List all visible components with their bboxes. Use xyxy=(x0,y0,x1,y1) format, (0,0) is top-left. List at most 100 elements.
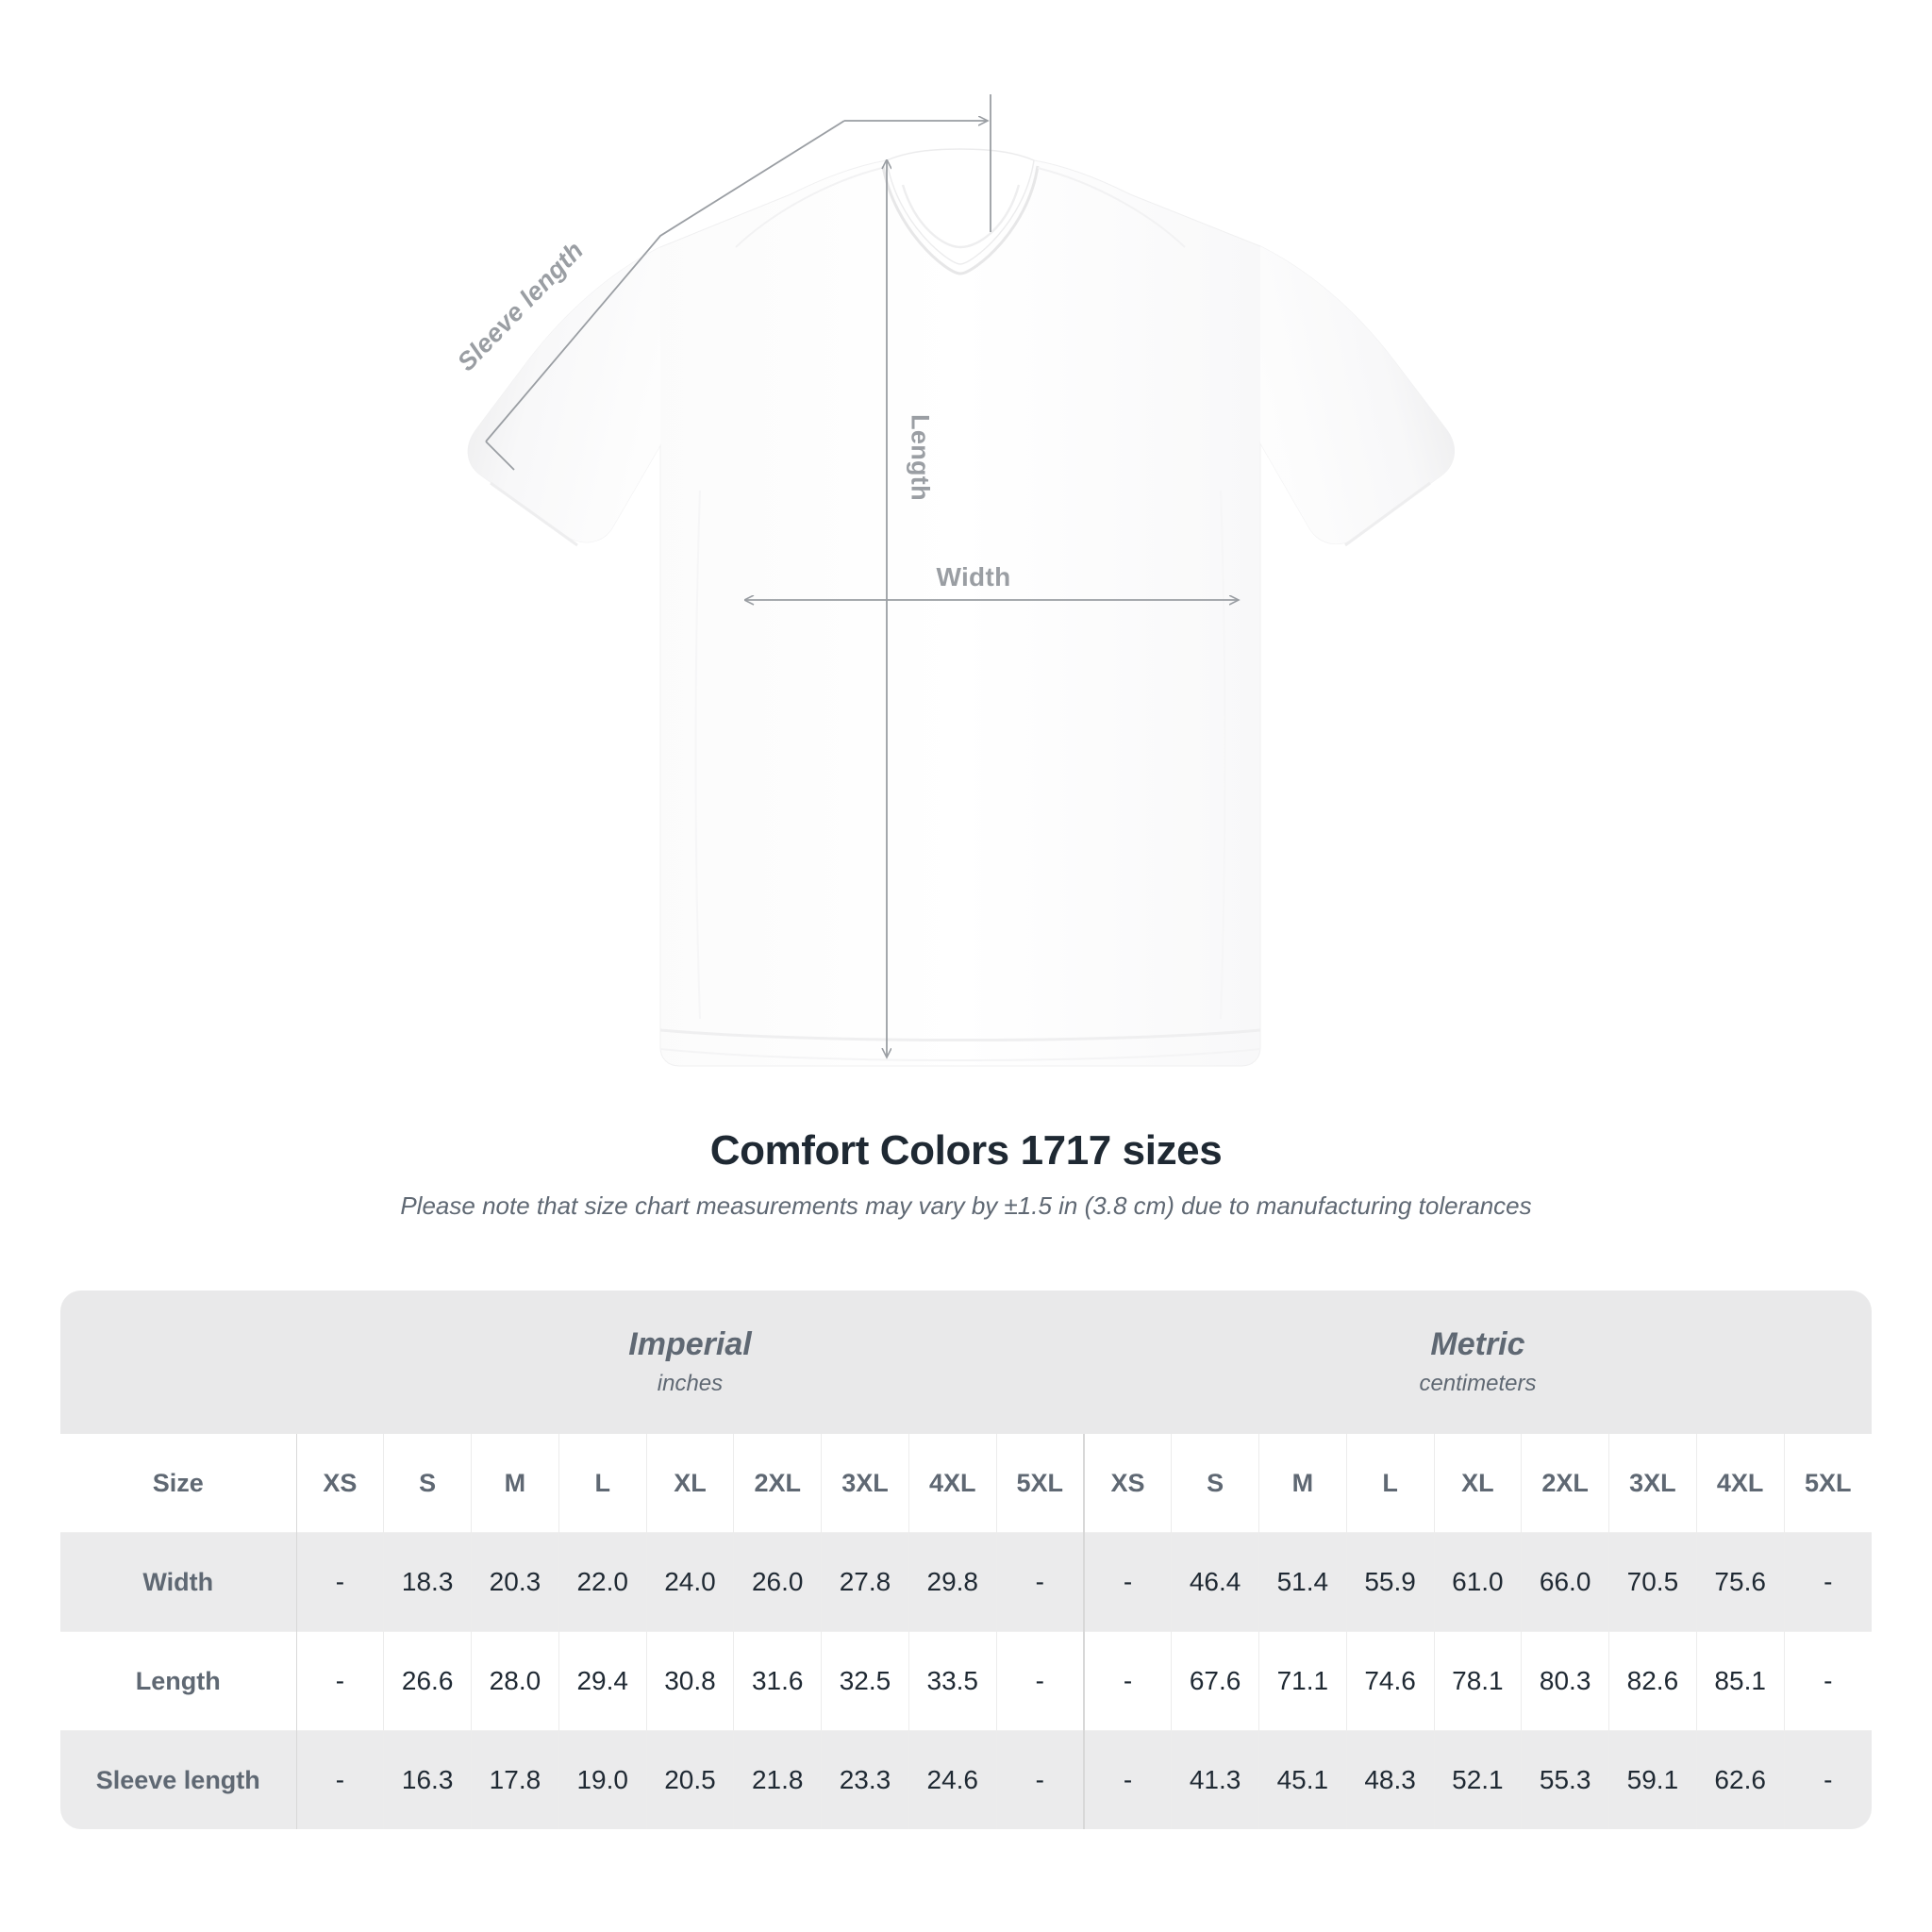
cell-sleeve-length-imperial-xs: - xyxy=(296,1730,385,1829)
cell-length-metric-xs: - xyxy=(1082,1631,1173,1731)
cell-length-metric-m: 71.1 xyxy=(1258,1631,1347,1731)
unit-header-spacer xyxy=(60,1291,297,1434)
row-label-sleeve-length: Sleeve length xyxy=(60,1730,297,1829)
table-row: Sleeve length -16.3 17.8 19.0 20.5 21.8 23.3 24… xyxy=(60,1730,1872,1829)
size-header-imperial-xs: XS xyxy=(296,1434,385,1533)
unit-system-name: Imperial xyxy=(628,1326,752,1363)
cell-length-metric-5xl: - xyxy=(1784,1631,1872,1731)
unit-system-unit: inches xyxy=(657,1370,724,1396)
page-subtitle: Please note that size chart measurements… xyxy=(400,1191,1532,1220)
size-header-imperial-m: M xyxy=(471,1434,559,1533)
size-chart-table-wrapper: Imperial inches Metric centimeters Size XS S M L… xyxy=(60,1291,1872,1829)
unit-system-header-row: Imperial inches Metric centimeters xyxy=(60,1291,1872,1434)
shirt-body-shape xyxy=(467,148,1455,1067)
size-header-imperial-xl: XL xyxy=(646,1434,735,1533)
sleeve-hem-tick xyxy=(485,441,515,471)
cell-length-metric-2xl: 80.3 xyxy=(1521,1631,1610,1731)
cell-sleeve-length-imperial-s: 16.3 xyxy=(383,1730,473,1829)
table-row: Length -26.6 28.0 29.4 30.8 31.6 32.5 33.5- -67.… xyxy=(60,1631,1872,1731)
unit-system-header-imperial: Imperial inches xyxy=(296,1291,1084,1434)
cell-sleeve-length-imperial-l: 19.0 xyxy=(558,1730,647,1829)
cell-width-metric-4xl: 75.6 xyxy=(1696,1532,1785,1632)
measurement-guides xyxy=(485,94,991,471)
row-label-length: Length xyxy=(60,1631,297,1731)
size-header-imperial-s: S xyxy=(383,1434,473,1533)
tshirt-diagram: Sleeve length Length Width xyxy=(452,94,1455,1067)
size-header-metric-xl: XL xyxy=(1434,1434,1523,1533)
table-row: Width -18.3 20.3 22.0 24.0 26.0 27.8 29.8- -46.4… xyxy=(60,1532,1872,1632)
title-block: Comfort Colors 1717 sizes Please note th… xyxy=(0,1127,1932,1221)
cell-width-imperial-3xl: 27.8 xyxy=(821,1532,909,1632)
cell-width-metric-m: 51.4 xyxy=(1258,1532,1347,1632)
size-header-imperial-l: L xyxy=(558,1434,647,1533)
cell-length-imperial-2xl: 31.6 xyxy=(733,1631,823,1731)
unit-system-name: Metric xyxy=(1430,1326,1525,1363)
size-column-header: Size xyxy=(60,1434,297,1533)
size-header-metric-xs: XS xyxy=(1082,1434,1173,1533)
cell-width-imperial-xs: - xyxy=(296,1532,385,1632)
size-header-metric-s: S xyxy=(1171,1434,1259,1533)
cell-width-imperial-m: 20.3 xyxy=(471,1532,559,1632)
tshirt-illustration xyxy=(467,94,1455,1067)
size-header-metric-4xl: 4XL xyxy=(1696,1434,1785,1533)
cell-sleeve-length-metric-xs: - xyxy=(1082,1730,1173,1829)
size-header-metric-3xl: 3XL xyxy=(1608,1434,1697,1533)
cell-sleeve-length-imperial-5xl: - xyxy=(996,1730,1085,1829)
length-label: Length xyxy=(906,414,935,501)
cell-sleeve-length-imperial-4xl: 24.6 xyxy=(908,1730,997,1829)
sleeve-diagonal-upper xyxy=(485,120,845,442)
cell-width-imperial-4xl: 29.8 xyxy=(908,1532,997,1632)
size-header-imperial-4xl: 4XL xyxy=(908,1434,997,1533)
cell-sleeve-length-metric-3xl: 59.1 xyxy=(1608,1730,1697,1829)
cell-width-imperial-2xl: 26.0 xyxy=(733,1532,823,1632)
size-header-imperial-5xl: 5XL xyxy=(996,1434,1085,1533)
cell-width-imperial-5xl: - xyxy=(996,1532,1085,1632)
cell-sleeve-length-metric-2xl: 55.3 xyxy=(1521,1730,1610,1829)
cell-sleeve-length-imperial-xl: 20.5 xyxy=(646,1730,735,1829)
cell-width-metric-xs: - xyxy=(1082,1532,1173,1632)
cell-length-imperial-s: 26.6 xyxy=(383,1631,473,1731)
cell-length-metric-s: 67.6 xyxy=(1171,1631,1259,1731)
cell-width-metric-2xl: 66.0 xyxy=(1521,1532,1610,1632)
cell-length-imperial-4xl: 33.5 xyxy=(908,1631,997,1731)
cell-sleeve-length-metric-4xl: 62.6 xyxy=(1696,1730,1785,1829)
cell-length-metric-l: 74.6 xyxy=(1346,1631,1435,1731)
cell-length-imperial-3xl: 32.5 xyxy=(821,1631,909,1731)
cell-width-metric-3xl: 70.5 xyxy=(1608,1532,1697,1632)
size-chart-table: Imperial inches Metric centimeters Size XS S M L… xyxy=(60,1291,1872,1829)
width-label: Width xyxy=(936,562,1011,591)
cell-sleeve-length-imperial-3xl: 23.3 xyxy=(821,1730,909,1829)
cell-sleeve-length-metric-5xl: - xyxy=(1784,1730,1872,1829)
cell-length-imperial-l: 29.4 xyxy=(558,1631,647,1731)
cell-length-metric-3xl: 82.6 xyxy=(1608,1631,1697,1731)
cell-width-imperial-s: 18.3 xyxy=(383,1532,473,1632)
cell-length-imperial-m: 28.0 xyxy=(471,1631,559,1731)
cell-width-metric-xl: 61.0 xyxy=(1434,1532,1523,1632)
cell-width-metric-l: 55.9 xyxy=(1346,1532,1435,1632)
cell-length-imperial-5xl: - xyxy=(996,1631,1085,1731)
size-header-metric-m: M xyxy=(1258,1434,1347,1533)
cell-width-metric-5xl: - xyxy=(1784,1532,1872,1632)
size-header-row: Size XS S M L XL 2XL 3XL 4XL 5XL XS S M L XL 2XL 3XL 4XL 5… xyxy=(60,1434,1872,1533)
row-label-width: Width xyxy=(60,1532,297,1632)
size-header-metric-2xl: 2XL xyxy=(1521,1434,1610,1533)
cell-sleeve-length-metric-m: 45.1 xyxy=(1258,1730,1347,1829)
size-header-imperial-2xl: 2XL xyxy=(733,1434,823,1533)
size-header-imperial-3xl: 3XL xyxy=(821,1434,909,1533)
cell-length-imperial-xs: - xyxy=(296,1631,385,1731)
cell-width-imperial-l: 22.0 xyxy=(558,1532,647,1632)
cell-sleeve-length-metric-xl: 52.1 xyxy=(1434,1730,1523,1829)
cell-length-metric-4xl: 85.1 xyxy=(1696,1631,1785,1731)
cell-sleeve-length-metric-l: 48.3 xyxy=(1346,1730,1435,1829)
cell-length-imperial-xl: 30.8 xyxy=(646,1631,735,1731)
unit-system-unit: centimeters xyxy=(1419,1370,1537,1396)
cell-sleeve-length-imperial-2xl: 21.8 xyxy=(733,1730,823,1829)
cell-sleeve-length-metric-s: 41.3 xyxy=(1171,1730,1259,1829)
page-title: Comfort Colors 1717 sizes xyxy=(709,1127,1223,1174)
cell-sleeve-length-imperial-m: 17.8 xyxy=(471,1730,559,1829)
unit-system-header-metric: Metric centimeters xyxy=(1083,1291,1872,1434)
cell-length-metric-xl: 78.1 xyxy=(1434,1631,1523,1731)
cell-width-metric-s: 46.4 xyxy=(1171,1532,1259,1632)
cell-width-imperial-xl: 24.0 xyxy=(646,1532,735,1632)
size-header-metric-l: L xyxy=(1346,1434,1435,1533)
